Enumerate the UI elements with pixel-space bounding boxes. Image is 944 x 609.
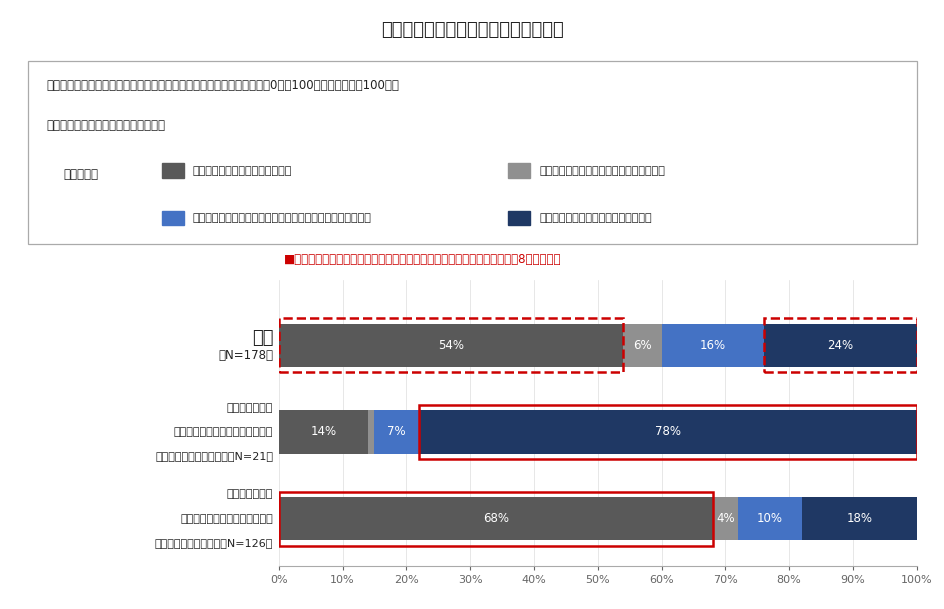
Bar	[368, 410, 374, 454]
Bar	[374, 410, 419, 454]
Bar	[161, 163, 183, 178]
Text: ■「法令順守の範囲内で雇用する人材」と「収益業務に貢献する人材」で8割を占める: ■「法令順守の範囲内で雇用する人材」と「収益業務に貢献する人材」で8割を占める	[283, 253, 561, 266]
Text: 自社の社会貢献活動で活躍してもらうため: 自社の社会貢献活動で活躍してもらうため	[538, 166, 665, 175]
Text: 障害者雇用方針: 障害者雇用方針	[227, 403, 273, 413]
Bar	[278, 319, 623, 372]
Text: 10%: 10%	[756, 512, 783, 525]
Text: 78%: 78%	[654, 426, 681, 438]
Text: 18%: 18%	[845, 512, 871, 525]
Text: 「法令順守の範囲内で雇用する: 「法令順守の範囲内で雇用する	[180, 513, 273, 524]
Bar	[763, 323, 916, 367]
Bar	[278, 323, 623, 367]
Bar	[419, 405, 916, 459]
Bar	[737, 497, 801, 540]
Bar	[278, 410, 368, 454]
Bar	[419, 410, 916, 454]
Text: 54%: 54%	[437, 339, 464, 351]
Text: 法令順守の範囲内で雇用するため: 法令順守の範囲内で雇用するため	[193, 166, 292, 175]
Text: 68%: 68%	[482, 512, 508, 525]
Text: 自社の収益業務に貢献してもらうため: 自社の収益業務に貢献してもらうため	[538, 213, 651, 223]
Bar	[278, 497, 712, 540]
Text: 全体: 全体	[251, 329, 273, 347]
Text: 質問）　現在雇用する障害のある従業員について、以下の採用目的別に0から100の数値で（合計100％）: 質問） 現在雇用する障害のある従業員について、以下の採用目的別に0から100の数…	[46, 79, 398, 92]
Text: 6%: 6%	[632, 339, 651, 351]
Text: うこと」を最も重視する　N=21人: うこと」を最も重視する N=21人	[155, 451, 273, 461]
Text: 7%: 7%	[387, 426, 406, 438]
Bar	[278, 492, 712, 546]
Bar	[508, 211, 530, 225]
Text: 採用目的：: 採用目的：	[64, 167, 99, 181]
Text: 障害者の採用目的別：実際の雇用割合: 障害者の採用目的別：実際の雇用割合	[380, 21, 564, 40]
Text: ：N=178人: ：N=178人	[218, 349, 273, 362]
Bar	[712, 497, 737, 540]
Text: 16%: 16%	[699, 339, 725, 351]
Text: 自社やグループのユーティリティ業務で貢献してもらうため: 自社やグループのユーティリティ業務で貢献してもらうため	[193, 213, 371, 223]
Bar	[661, 323, 763, 367]
Text: 24%: 24%	[826, 339, 852, 351]
Text: 実際の雇用割合を回答してください。: 実際の雇用割合を回答してください。	[46, 119, 165, 132]
Text: 4%: 4%	[716, 512, 733, 525]
Text: こと」を最も重視する　N=126人: こと」を最も重視する N=126人	[155, 538, 273, 548]
Text: 「自社の収益業務に貢献してもら: 「自社の収益業務に貢献してもら	[174, 427, 273, 437]
Bar	[623, 323, 661, 367]
Text: 14%: 14%	[310, 426, 336, 438]
Bar	[161, 211, 183, 225]
Bar	[508, 163, 530, 178]
Bar	[801, 497, 916, 540]
Text: 障害者雇用方針: 障害者雇用方針	[227, 490, 273, 499]
Bar	[763, 319, 916, 372]
